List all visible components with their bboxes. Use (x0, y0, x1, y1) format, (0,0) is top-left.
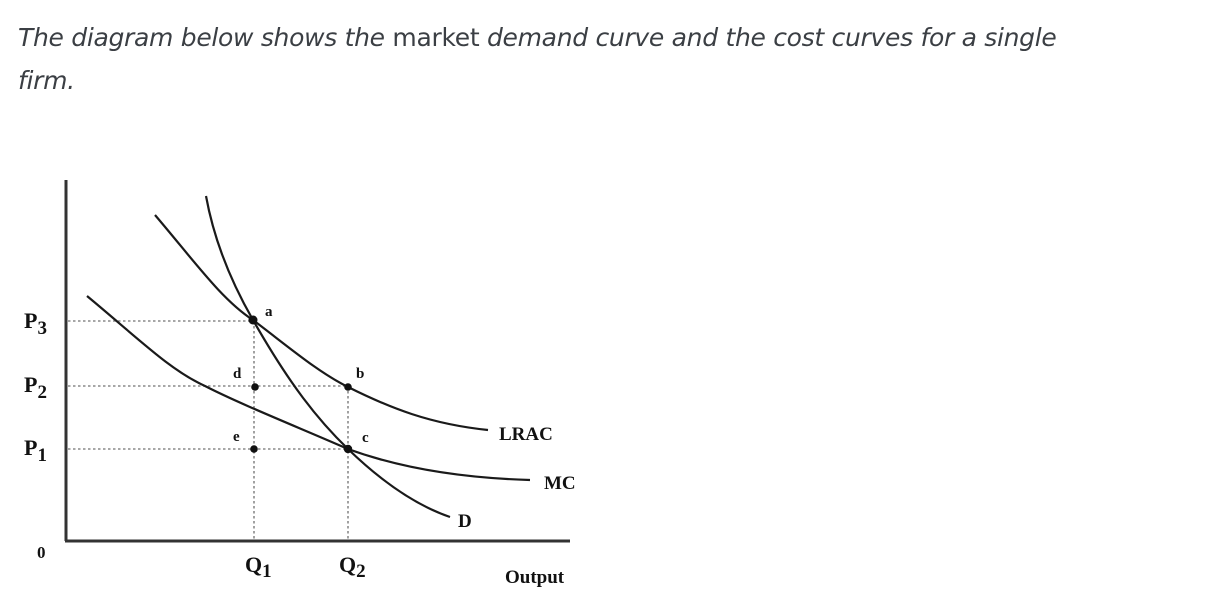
point-c-marker (343, 444, 353, 454)
p3-label: P3 (24, 308, 47, 339)
p2-label: P2 (24, 372, 47, 403)
point-d-label: d (233, 366, 242, 382)
question-part-1: The diagram below shows the (18, 23, 385, 52)
mc-curve (86, 295, 531, 482)
mc-label: MC (544, 473, 576, 494)
points (248, 315, 353, 454)
lrac-curve (154, 214, 489, 432)
point-e-marker (250, 445, 258, 453)
x-axis-label: Output (505, 567, 565, 588)
origin-label: 0 (37, 543, 46, 562)
point-c-label: c (362, 430, 369, 446)
demand-curve (204, 195, 451, 519)
q1-label: Q1 (245, 552, 272, 582)
point-a-marker (248, 315, 258, 325)
q2-label: Q2 (339, 552, 366, 582)
question-part-3: demand curve and the cost curves for a s… (18, 23, 1057, 95)
point-e-label: e (233, 429, 240, 445)
point-b-label: b (356, 366, 364, 382)
lrac-label: LRAC (499, 424, 553, 445)
question-text: The diagram below shows the market deman… (18, 16, 1118, 102)
demand-label: D (458, 511, 472, 532)
point-d-marker (251, 383, 259, 391)
p1-label: P1 (24, 435, 47, 466)
point-a-label: a (265, 304, 273, 320)
guide-lines (68, 320, 349, 540)
question-part-market: market (392, 23, 480, 52)
point-b-marker (344, 383, 352, 391)
